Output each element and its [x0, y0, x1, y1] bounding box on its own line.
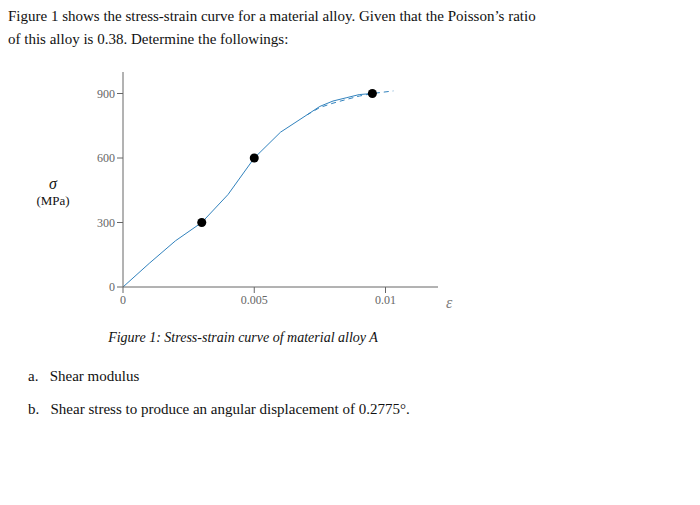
html-text:of this alloy is 0.38. Determi: of this alloy is 0.38. Determine the fol…: [8, 31, 289, 47]
html-text:Figure 1 shows the stress-stra: Figure 1 shows the stress-strain curve f…: [8, 8, 536, 24]
svg-text:0.01: 0.01: [375, 293, 396, 307]
svg-text:ε: ε: [446, 294, 453, 311]
svg-text:0: 0: [109, 280, 115, 294]
html-text:a. Shear modulus: a. Shear modulus: [28, 368, 140, 384]
svg-text:600: 600: [97, 151, 115, 165]
svg-text:900: 900: [97, 87, 115, 101]
svg-text:0.005: 0.005: [241, 293, 268, 307]
html-text:b. Shear stress to produce an: b. Shear stress to produce an angular di…: [28, 401, 410, 417]
html-text:(MPa): (MPa): [36, 193, 70, 208]
svg-text:0: 0: [120, 293, 126, 307]
svg-text:300: 300: [97, 216, 115, 230]
html-text:Figure 1: Stress-strain curve: Figure 1: Stress-strain curve of materia…: [108, 330, 378, 345]
html-text:σ: σ: [49, 175, 57, 192]
